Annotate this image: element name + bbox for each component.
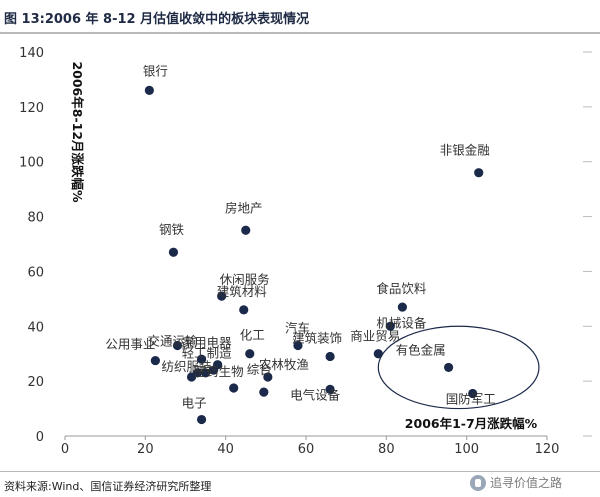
point-label: 纺织服装: [162, 359, 212, 374]
y-tick-label: 60: [27, 265, 44, 280]
watermark: 追寻价值之路: [470, 474, 562, 491]
x-tick-label: 0: [61, 442, 69, 457]
axes: 0 20 40 60 80 100 120 0 20 40 60 80 100 120 140: [19, 46, 592, 457]
x-tick-label: 100: [454, 442, 479, 457]
point-label: 医药生物: [194, 364, 244, 379]
y-tick-label: 0: [36, 430, 44, 445]
point-label: 综合: [247, 362, 273, 377]
scatter-chart: 0 20 40 60 80 100 120 0 20 40 60 80 100 120 140 银行非银金融…: [19, 46, 592, 457]
data-point: [468, 388, 478, 399]
data-point: [229, 383, 239, 393]
data-point: [209, 365, 219, 375]
data-point: [144, 85, 154, 95]
data-point: [200, 368, 211, 378]
point-label: 建筑材料: [217, 284, 268, 299]
data-point: [239, 305, 249, 315]
point-label: 食品饮料: [376, 281, 427, 296]
data-point: [325, 351, 335, 362]
data-point: [172, 340, 183, 351]
point-label: 银行: [143, 63, 168, 78]
x-tick-label: 60: [298, 442, 315, 457]
data-point: [474, 168, 484, 178]
point-label: 房地产: [225, 200, 263, 215]
point-label: 家用电器: [182, 335, 233, 350]
point-label: 化工: [240, 328, 265, 343]
data-point: [325, 384, 335, 394]
point-label: 交通运输: [147, 333, 198, 348]
highlight-ellipse: [377, 325, 540, 410]
data-point: [217, 291, 227, 301]
point-label: 钢铁: [159, 222, 185, 237]
point-label: 轻工制造: [182, 346, 233, 361]
point-label: 公用事业: [105, 337, 155, 352]
data-point: [168, 247, 179, 257]
y-tick-label: 100: [19, 156, 44, 171]
footer-divider: [0, 471, 600, 472]
highlight-ellipse-layer: [377, 325, 540, 410]
data-point: [245, 349, 255, 359]
y-tick-label: 40: [27, 320, 44, 335]
point-label: 建筑装饰: [292, 330, 342, 345]
point-label: 商业贸易: [350, 329, 400, 344]
point-label: 汽车: [285, 320, 310, 335]
wechat-logo-icon: [470, 474, 486, 491]
data-point: [385, 321, 395, 331]
data-point: [196, 414, 207, 425]
y-tick-label: 20: [27, 375, 44, 390]
figure-title: 图 13:2006 年 8-12 月估值收敛中的板块表现情况: [4, 12, 310, 27]
data-point: [241, 225, 251, 235]
y-tick-label: 80: [27, 211, 44, 226]
data-point: [263, 372, 273, 382]
data-point: [373, 349, 383, 359]
data-point: [259, 387, 269, 397]
watermark-text: 追寻价值之路: [490, 476, 563, 490]
x-tick-label: 20: [137, 442, 154, 457]
title-divider: [0, 32, 600, 34]
point-label: 电子: [182, 396, 207, 411]
point-label: 休闲服务: [220, 272, 270, 287]
point-label: 国防军工: [446, 391, 496, 406]
data-points: [144, 85, 484, 425]
x-tick-label: 120: [535, 442, 560, 457]
x-axis-label: 2006年1-7月涨跌幅%: [405, 416, 538, 431]
y-tick-label: 120: [19, 101, 44, 116]
point-label: 农林牧渔: [259, 357, 309, 372]
data-point: [443, 362, 454, 373]
x-tick-label: 40: [217, 442, 234, 457]
data-point: [186, 372, 197, 382]
data-point: [150, 355, 160, 366]
x-tick-label: 80: [378, 442, 395, 457]
point-label: 非银金融: [440, 143, 491, 158]
data-point: [397, 302, 407, 312]
y-axis-label: 2006年8-12月涨跌幅%: [70, 61, 85, 203]
data-point: [293, 340, 303, 351]
point-label: 有色金属: [396, 342, 446, 357]
point-label: 电气设备: [290, 387, 341, 402]
source-note: 资料来源:Wind、国信证券经济研究所整理: [4, 480, 212, 493]
data-point: [196, 354, 207, 364]
y-tick-label: 140: [19, 46, 44, 61]
point-label: 机械设备: [376, 315, 427, 330]
